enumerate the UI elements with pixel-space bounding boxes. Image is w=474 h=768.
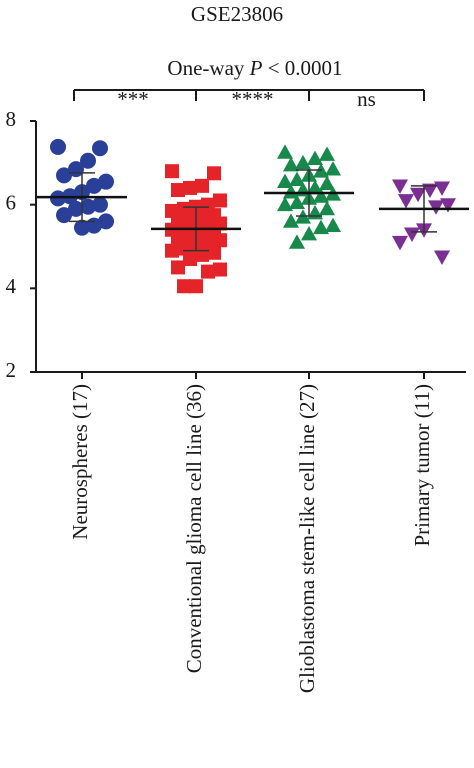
data-point	[404, 227, 420, 242]
data-point	[325, 161, 341, 176]
y-tick-label: 2	[6, 358, 17, 382]
data-point	[398, 194, 414, 209]
data-point	[80, 198, 96, 215]
x-tick-label: Neurospheres (17)	[68, 384, 92, 540]
data-point	[183, 180, 197, 195]
data-point	[410, 187, 426, 203]
data-point	[74, 219, 90, 236]
data-point	[289, 171, 305, 186]
data-point	[422, 183, 438, 199]
data-point	[392, 179, 408, 194]
data-point	[295, 154, 311, 170]
data-point	[277, 173, 293, 189]
data-point	[277, 144, 293, 159]
data-point	[319, 175, 335, 191]
y-tick-label: 6	[6, 190, 17, 214]
data-point	[80, 152, 96, 169]
x-tick-label: Glioblastoma stem-like cell line (27)	[295, 384, 319, 693]
x-tick-label: Conventional glioma cell line (36)	[182, 384, 206, 673]
data-point	[56, 207, 72, 224]
data-point	[50, 138, 66, 155]
data-point	[319, 200, 335, 216]
data-point	[392, 235, 408, 251]
data-point	[307, 150, 323, 166]
data-point	[434, 250, 450, 265]
data-point	[213, 262, 227, 277]
data-point	[86, 177, 102, 194]
data-point	[213, 193, 227, 208]
data-point	[319, 146, 335, 161]
data-point	[283, 184, 299, 199]
data-point	[165, 243, 179, 258]
data-point	[213, 233, 227, 248]
data-point	[50, 190, 66, 207]
data-point	[283, 156, 299, 172]
x-tick-label: Primary tumor (11)	[410, 384, 434, 547]
comparison-label: ***	[117, 87, 149, 111]
test-stat: P	[249, 56, 263, 80]
y-tick-label: 8	[6, 107, 17, 131]
data-point	[98, 213, 114, 230]
data-point	[434, 181, 450, 196]
data-point	[313, 219, 329, 235]
data-point	[301, 225, 317, 241]
data-point	[289, 194, 305, 209]
test-label: One-way P < 0.0001	[167, 56, 342, 80]
data-point	[428, 200, 444, 215]
data-point	[68, 200, 84, 217]
data-point	[207, 166, 221, 181]
data-point	[201, 264, 215, 279]
data-point	[283, 213, 299, 228]
data-point	[189, 279, 203, 294]
data-point	[313, 188, 329, 203]
data-point	[307, 179, 323, 195]
data-point	[289, 234, 305, 249]
data-point	[195, 178, 209, 193]
data-point	[440, 198, 456, 213]
data-point	[171, 183, 185, 198]
data-point	[56, 167, 72, 184]
data-point	[177, 279, 191, 294]
comparison-label: ****	[232, 87, 274, 111]
data-point	[171, 260, 185, 275]
test-prefix: One-way	[167, 56, 244, 80]
test-value: < 0.0001	[268, 56, 343, 80]
data-point	[92, 140, 108, 157]
comparison-label: ns	[357, 87, 376, 111]
data-point	[165, 164, 179, 179]
chart-title: GSE23806	[191, 2, 283, 26]
y-tick-label: 4	[6, 274, 17, 298]
data-point	[207, 245, 221, 260]
data-point	[98, 173, 114, 190]
data-point	[92, 196, 108, 213]
data-point	[277, 196, 293, 212]
data-point	[325, 217, 341, 232]
data-point	[183, 252, 197, 267]
